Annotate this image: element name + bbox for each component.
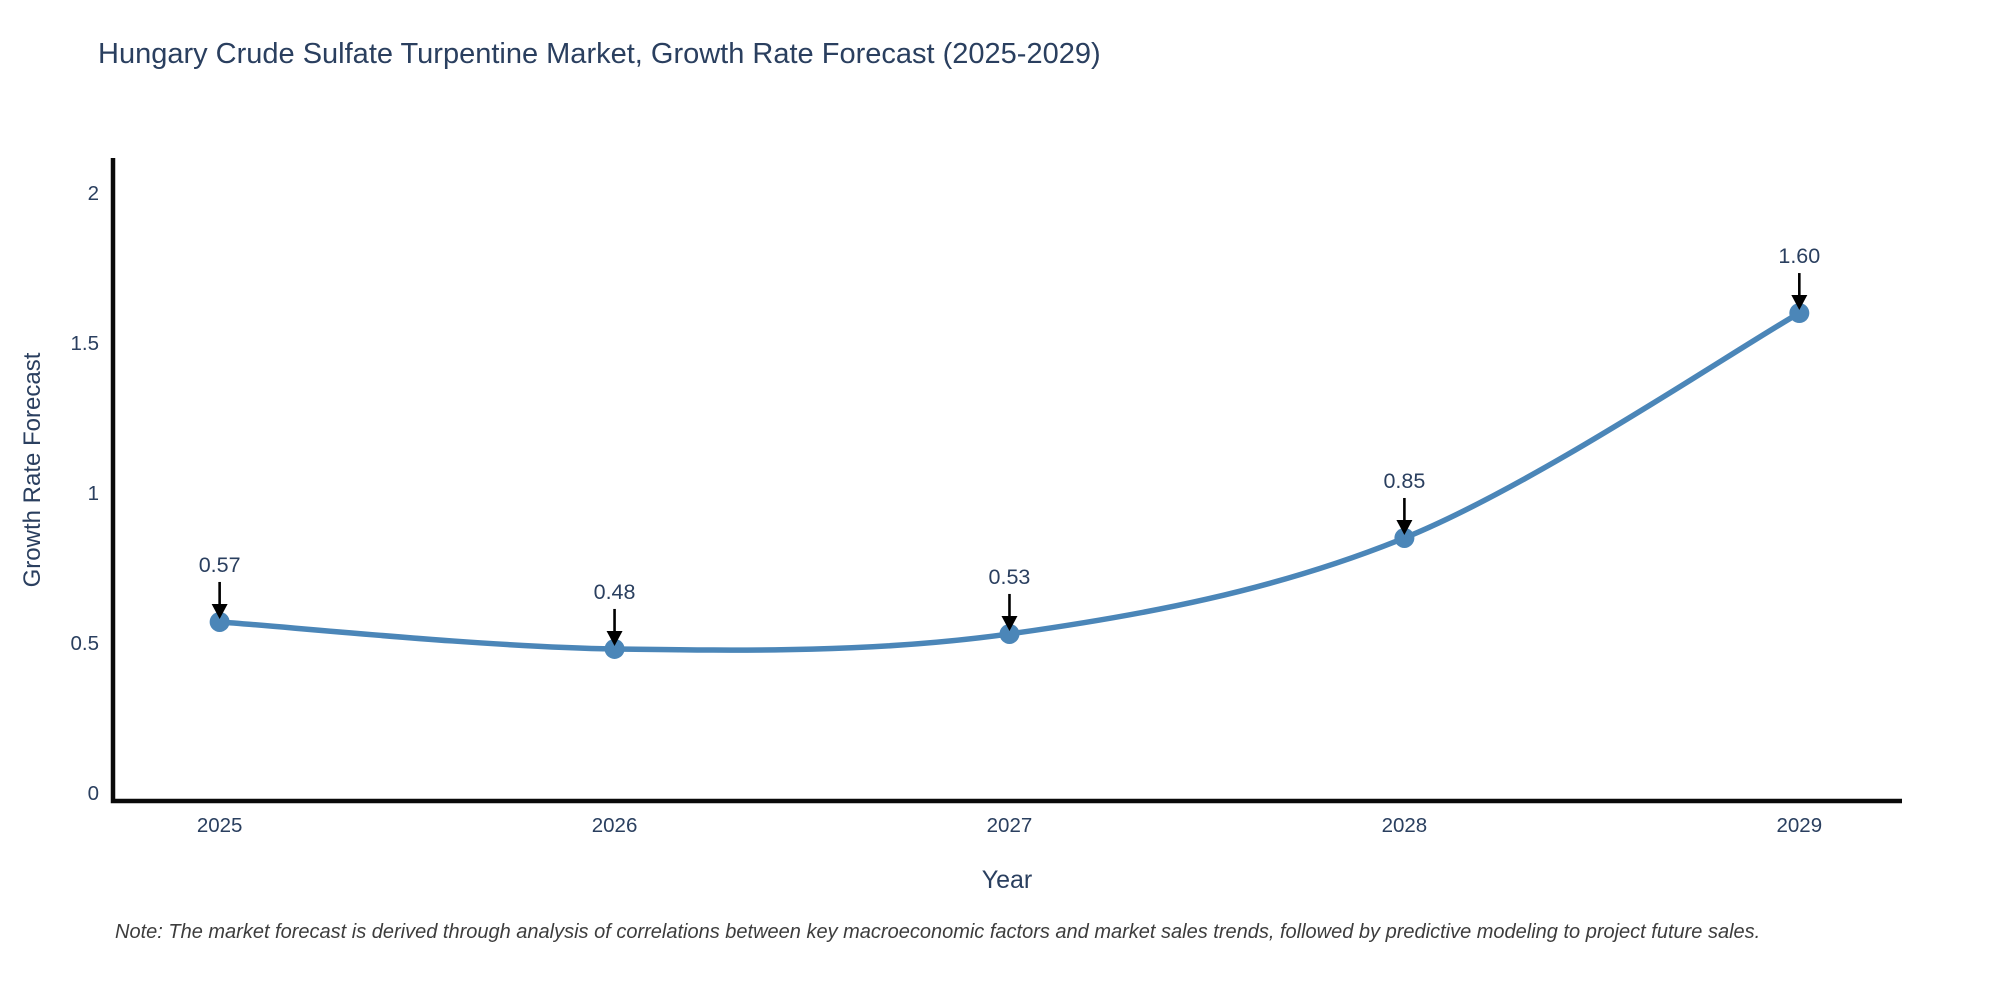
annotation-arrowhead-icon [1001, 615, 1018, 631]
x-tick-label: 2026 [592, 814, 638, 837]
annotation-arrowhead-icon [1396, 519, 1413, 535]
y-tick-label: 1 [88, 482, 99, 505]
data-point-marker[interactable] [999, 623, 1020, 644]
axis-lines [110, 158, 1902, 804]
annotation-label: 0.57 [199, 553, 241, 577]
annotation-label: 1.60 [1778, 244, 1820, 268]
data-point-marker[interactable] [209, 611, 230, 632]
data-point-marker[interactable] [604, 638, 625, 659]
annotation-arrowhead-icon [211, 603, 228, 619]
annotation-label: 0.48 [594, 580, 636, 604]
footnote: Note: The market forecast is derived thr… [115, 921, 1761, 943]
annotation-arrowhead-icon [1791, 295, 1808, 311]
annotation-arrowhead-icon [606, 630, 623, 646]
data-point-marker[interactable] [1394, 527, 1415, 548]
annotation-label: 0.85 [1383, 469, 1425, 493]
x-tick-label: 2025 [197, 814, 243, 837]
y-tick-label: 0.5 [71, 632, 100, 655]
x-tick-label: 2027 [987, 814, 1033, 837]
x-tick-label: 2028 [1382, 814, 1428, 837]
chart-title: Hungary Crude Sulfate Turpentine Market,… [98, 38, 1101, 70]
y-tick-label: 1.5 [71, 332, 100, 355]
y-tick-label: 0 [88, 782, 99, 805]
data-point-marker[interactable] [1789, 303, 1810, 324]
y-axis-title: Growth Rate Forecast [19, 352, 46, 588]
y-tick-label: 2 [88, 182, 99, 205]
x-tick-label: 2029 [1777, 814, 1823, 837]
annotation-label: 0.53 [989, 565, 1031, 589]
x-axis-title: Year [981, 866, 1033, 894]
